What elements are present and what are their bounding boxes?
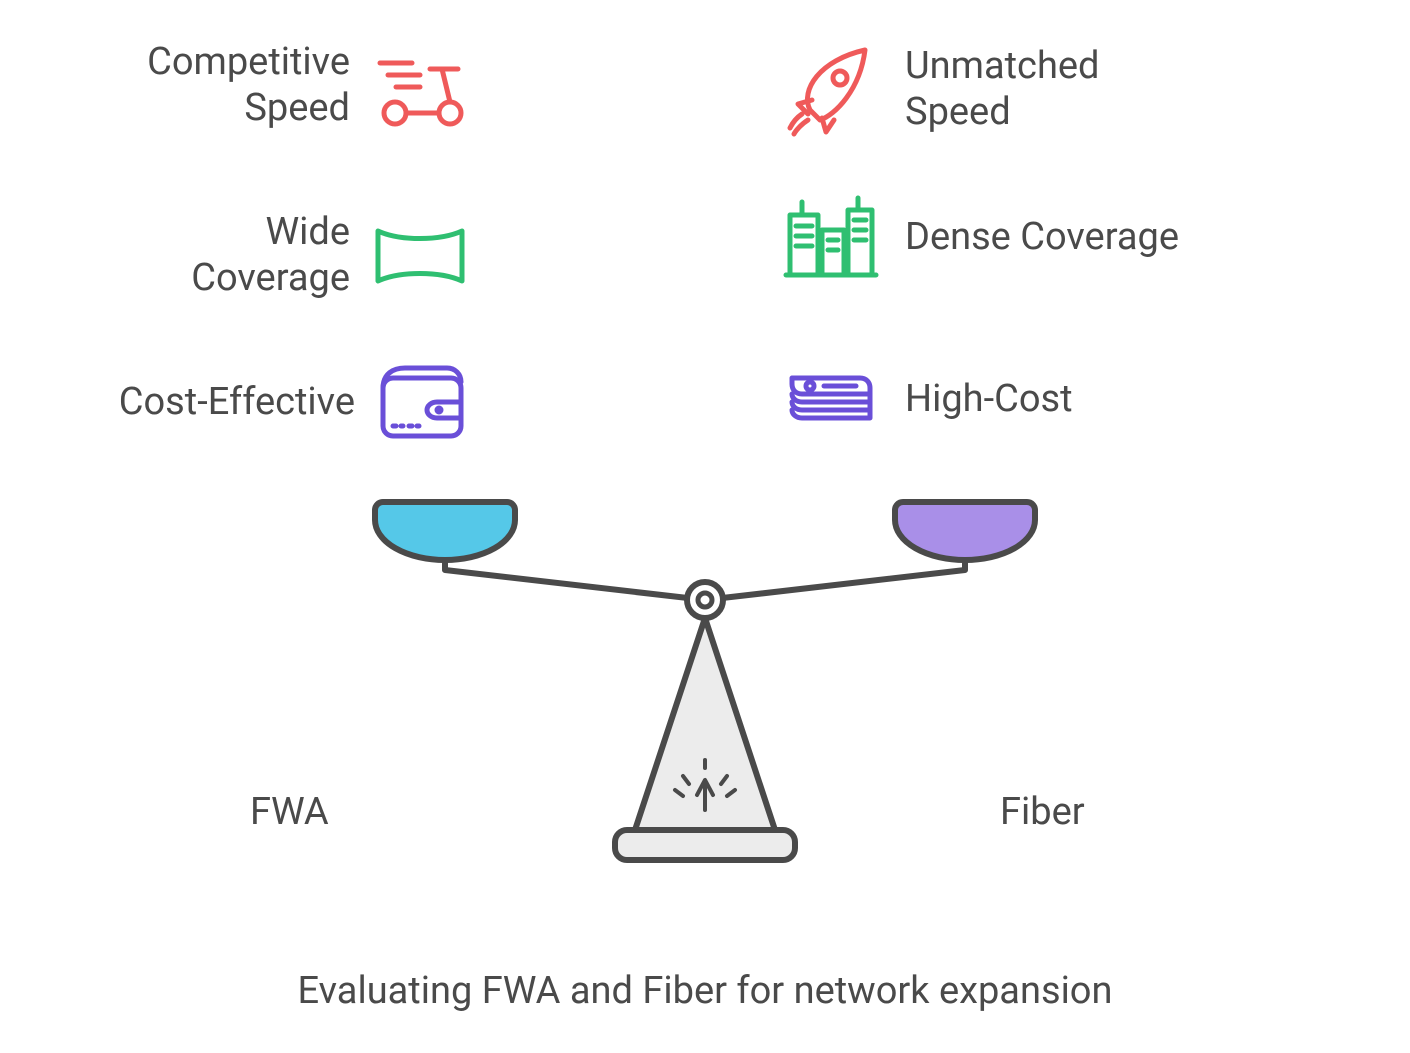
panorama-icon xyxy=(370,221,470,291)
right-speed-label: Unmatched Speed xyxy=(905,44,1099,135)
cash-stack-icon xyxy=(780,360,880,440)
left-speed-label: Competitive Speed xyxy=(147,40,350,131)
left-cost-label: Cost-Effective xyxy=(119,380,355,426)
right-coverage-label: Dense Coverage xyxy=(905,215,1179,261)
right-speed-row: Unmatched Speed xyxy=(780,40,1099,140)
buildings-icon xyxy=(780,190,880,285)
left-cost-row: Cost-Effective xyxy=(110,360,470,445)
left-tech-label: FWA xyxy=(250,790,329,834)
right-cost-row: High-Cost xyxy=(780,360,1073,440)
infographic-canvas: Competitive Speed Wide Coverage xyxy=(0,0,1410,1053)
wallet-icon xyxy=(375,360,470,445)
rocket-icon xyxy=(780,40,880,140)
right-cost-label: High-Cost xyxy=(905,377,1073,423)
right-coverage-row: Dense Coverage xyxy=(780,190,1179,285)
right-tech-label: Fiber xyxy=(1000,790,1085,834)
balance-scale xyxy=(335,470,1075,894)
left-coverage-label: Wide Coverage xyxy=(110,210,350,301)
left-speed-row: Competitive Speed xyxy=(110,40,470,131)
scooter-icon xyxy=(370,41,470,131)
left-coverage-row: Wide Coverage xyxy=(110,210,470,301)
caption: Evaluating FWA and Fiber for network exp… xyxy=(298,969,1113,1013)
